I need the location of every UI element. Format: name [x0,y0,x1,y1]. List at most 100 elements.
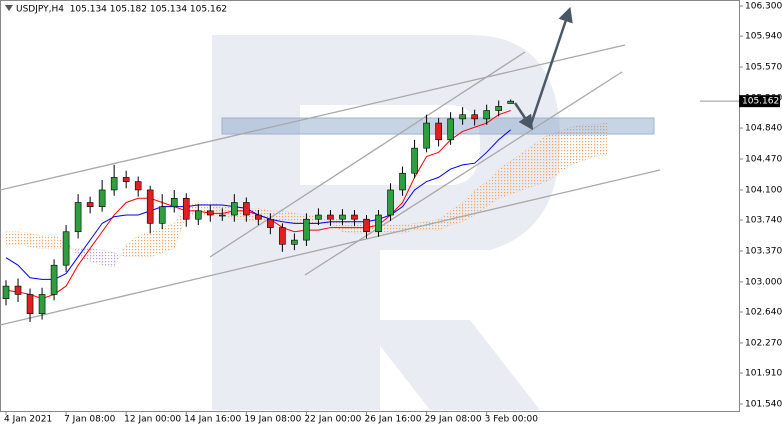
candle-body [387,189,394,216]
candle-body [134,181,142,191]
cloud-segment [17,231,31,248]
y-tick-label: 105.940 [745,32,782,42]
cloud-segment [162,223,175,253]
candle-body [122,177,130,182]
candle-body [495,106,502,111]
cloud-segment [282,210,295,224]
x-tick-label: 3 Feb 00:00 [485,415,539,425]
candle-body [62,231,70,266]
channel-upper [0,44,626,191]
candle-body [98,189,106,207]
x-tick-label: 12 Jan 00:00 [124,415,181,425]
candle-body [158,206,166,224]
cloud-segment [426,218,439,231]
candle-body [50,264,58,295]
y-tick-label: 101.910 [745,369,782,379]
candle-body [291,239,298,245]
candle-body [459,114,466,120]
candle-body [110,177,118,191]
candle-body [327,214,334,220]
x-tick-label: 29 Jan 08:00 [425,415,482,425]
candle-body [14,285,22,295]
last-price-box [739,95,780,108]
last-price-label: 105.162 [742,97,779,107]
candle-body [399,172,406,191]
candle-body [267,218,274,228]
x-tick-label: 26 Jan 16:00 [364,415,421,425]
cloud-segment [534,135,547,187]
y-tick-label: 104.100 [745,185,782,195]
candle-body [279,227,286,245]
candle-body [507,100,514,104]
y-tick-label: 102.270 [745,338,782,348]
candle-body [339,214,346,220]
candle-body [315,214,322,220]
cloud-segment [546,131,559,182]
symbol-icon [5,5,13,11]
candle-body [363,218,370,233]
trend-lines [0,44,661,326]
cloud-segment [150,227,163,258]
candle-body [182,198,190,220]
cloud-segment [113,244,127,267]
y-tick-label: 106.300 [745,2,782,12]
arrow-up [529,6,573,125]
candle-body [303,218,310,241]
candle-body [231,202,238,216]
candle-body [471,114,478,120]
y-tick-label: 103.370 [745,246,782,256]
cloud-segment [77,248,91,262]
candle-body [219,214,226,217]
cloud-segment [558,126,571,174]
candle-body [2,285,10,299]
y-tick-label: 104.470 [745,155,782,165]
candle-body [483,110,490,120]
candle-body [170,198,178,207]
candle-body [351,214,358,220]
y-tick-label: 102.640 [745,308,782,318]
y-tick-label: 101.540 [745,399,782,409]
x-tick-label: 19 Jan 08:00 [244,415,301,425]
candle-body [194,210,202,220]
cloud-segment [41,235,55,249]
cloud-segment [29,233,43,249]
x-tick-label: 7 Jan 08:00 [64,415,116,425]
chart-title: USDJPY,H4 105.134 105.182 105.134 105.16… [16,5,227,15]
x-tick-label: 4 Jan 2021 [4,415,52,425]
x-tick-label: 14 Jan 16:00 [184,415,241,425]
plot [2,99,514,323]
candle-body [255,214,262,220]
candle-body [26,294,34,314]
y-tick-label: 104.840 [745,124,782,134]
cloud-segment [486,168,499,208]
channel-lower [0,169,661,326]
candle-body [74,202,82,233]
forecast-arrows [513,6,573,131]
y-tick-label: 105.570 [745,63,782,73]
arrow-down [513,102,534,131]
y-tick-label: 103.740 [745,216,782,226]
cloud-segment [522,143,535,191]
cloud-segment [510,151,523,195]
candle-body [38,294,46,314]
steep-line [209,51,526,258]
candle-body [447,118,454,141]
cloud-segment [101,249,115,268]
candle-body [86,202,94,207]
steep-line [304,71,623,276]
candle-body [423,122,430,149]
x-tick-label: 22 Jan 00:00 [304,415,361,425]
cloud-segment [125,235,139,258]
candle-body [375,214,382,233]
candle-body [146,189,154,224]
cloud-segment [594,122,608,157]
candle-body [206,210,214,216]
candle-body [435,122,442,141]
cloud-segment [137,231,151,258]
cloud-segment [5,231,19,245]
cloud-segment [65,239,79,258]
candle-body [411,147,418,174]
y-tick-label: 103.000 [745,277,782,287]
